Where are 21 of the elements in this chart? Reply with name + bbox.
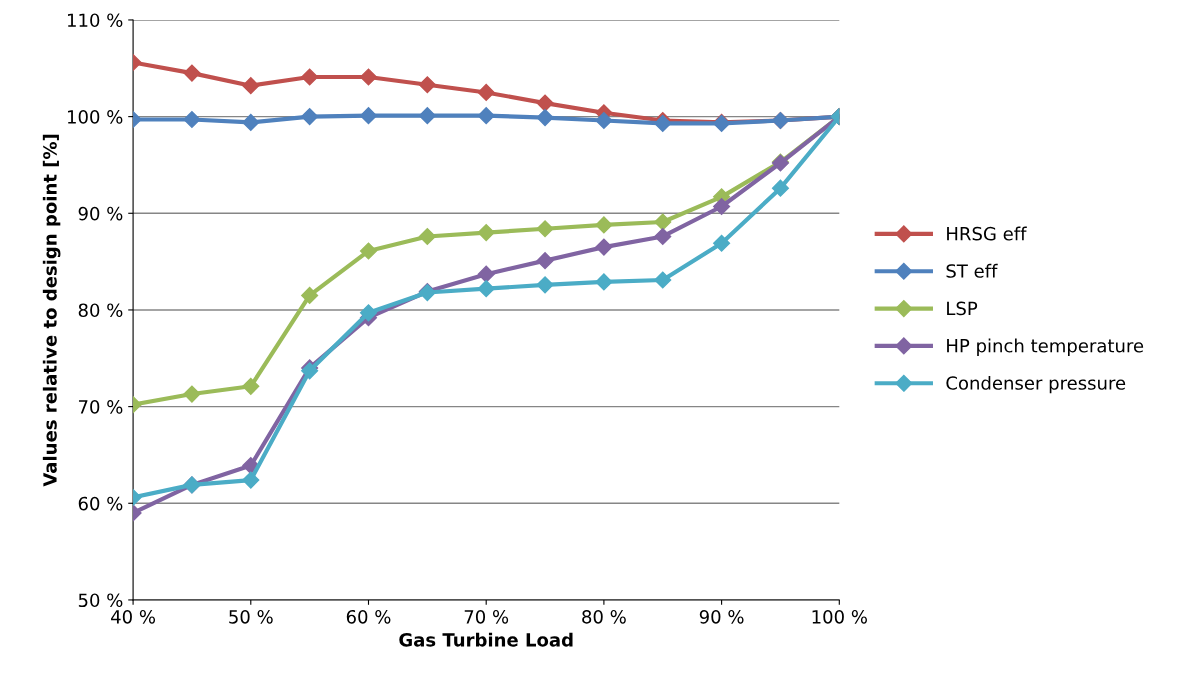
y-tick-label: 90 % — [78, 206, 123, 221]
y-tick-label: 60 % — [78, 496, 123, 511]
legend-label: HRSG eff — [947, 226, 1027, 241]
x-axis-title: Gas Turbine Load — [399, 632, 573, 647]
legend-label: HP pinch temperature — [947, 338, 1144, 357]
y-tick-label: 70 % — [78, 400, 123, 414]
x-tick-label: 90 % — [699, 609, 744, 624]
x-tick-label: 80 % — [582, 609, 626, 624]
legend-label: Condenser pressure — [946, 375, 1126, 394]
y-tick-label: 100 % — [67, 110, 123, 124]
x-tick-label: 50 % — [229, 609, 273, 624]
x-tick-label: 60 % — [346, 609, 391, 624]
y-tick-label: 50 % — [78, 593, 123, 608]
x-tick-label: 100 % — [812, 609, 867, 624]
y-tick-label: 80 % — [78, 303, 123, 318]
x-tick-label: 70 % — [464, 609, 509, 624]
x-tick-label: 40 % — [111, 609, 156, 624]
y-tick-label: 110 % — [67, 13, 123, 28]
legend-label: LSP — [947, 301, 978, 316]
y-axis-title: Values relative to design point [%] — [42, 134, 61, 487]
legend-label: ST eff — [946, 263, 998, 278]
